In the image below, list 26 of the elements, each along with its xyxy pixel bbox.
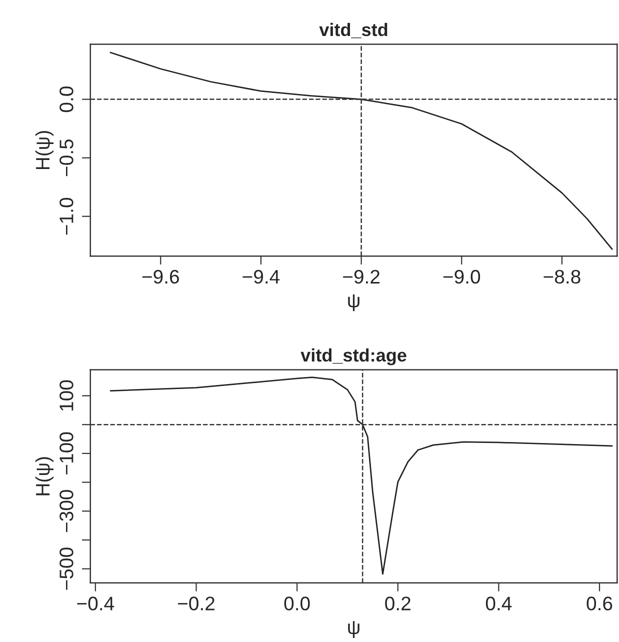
x-tick-label: −9.0 <box>443 270 480 284</box>
x-tick-label: 0.0 <box>284 596 310 610</box>
y-tick-label: −100 <box>60 432 74 474</box>
x-axis-title: ψ <box>348 621 360 638</box>
chart-title: vitd_std <box>319 22 388 38</box>
chart-title: vitd_std:age <box>300 348 406 366</box>
y-axis-title: H(ψ) <box>35 131 54 170</box>
line-series <box>110 52 613 250</box>
y-tick-label: −500 <box>60 548 74 590</box>
x-tick-label: −8.8 <box>544 270 580 284</box>
y-axis-title: H(ψ) <box>35 457 54 496</box>
x-axis-title: ψ <box>348 294 360 312</box>
x-tick-label: −9.2 <box>343 270 380 284</box>
x-tick-label: 0.2 <box>385 596 410 610</box>
x-tick-label: −0.2 <box>178 596 214 610</box>
y-tick-label: −0.5 <box>60 139 74 176</box>
x-tick-label: −9.6 <box>142 270 179 284</box>
y-tick-label: 100 <box>60 380 74 410</box>
x-tick-label: 0.4 <box>486 596 512 610</box>
y-tick-label: −300 <box>60 490 74 532</box>
y-tick-label: −1.0 <box>60 198 74 235</box>
line-series <box>110 376 613 575</box>
y-tick-label: 0.0 <box>60 86 74 112</box>
x-tick-label: 0.6 <box>586 596 612 610</box>
x-tick-label: −0.4 <box>77 596 114 610</box>
x-tick-label: −9.4 <box>242 270 280 284</box>
